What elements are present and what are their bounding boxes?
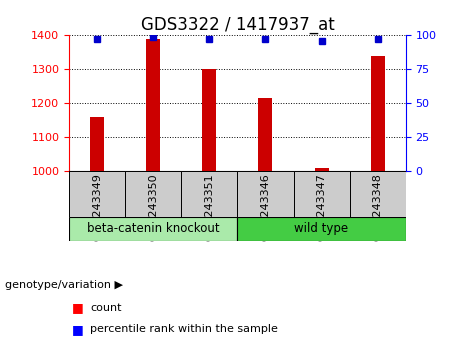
- Title: GDS3322 / 1417937_at: GDS3322 / 1417937_at: [141, 16, 334, 34]
- Text: GSM243347: GSM243347: [317, 173, 326, 241]
- Bar: [371, 56, 384, 171]
- Text: GSM243348: GSM243348: [372, 173, 383, 241]
- Bar: [237, 171, 294, 217]
- Bar: [259, 98, 272, 171]
- Bar: [294, 171, 349, 217]
- Text: GSM243346: GSM243346: [260, 173, 271, 241]
- Text: ■: ■: [71, 323, 83, 336]
- Bar: [69, 217, 237, 241]
- Bar: [314, 168, 329, 171]
- Text: GSM243351: GSM243351: [204, 173, 214, 241]
- Bar: [349, 171, 406, 217]
- Text: ■: ■: [71, 302, 83, 314]
- Text: GSM243350: GSM243350: [148, 173, 158, 241]
- Bar: [237, 217, 406, 241]
- Bar: [146, 39, 160, 171]
- Text: GSM243349: GSM243349: [92, 173, 102, 241]
- Bar: [125, 171, 181, 217]
- Text: count: count: [90, 303, 121, 313]
- Bar: [90, 117, 104, 171]
- Text: beta-catenin knockout: beta-catenin knockout: [87, 222, 219, 235]
- Text: percentile rank within the sample: percentile rank within the sample: [90, 324, 278, 334]
- Bar: [181, 171, 237, 217]
- Bar: [69, 171, 125, 217]
- Text: genotype/variation ▶: genotype/variation ▶: [5, 280, 123, 290]
- Text: wild type: wild type: [295, 222, 349, 235]
- Bar: [202, 69, 216, 171]
